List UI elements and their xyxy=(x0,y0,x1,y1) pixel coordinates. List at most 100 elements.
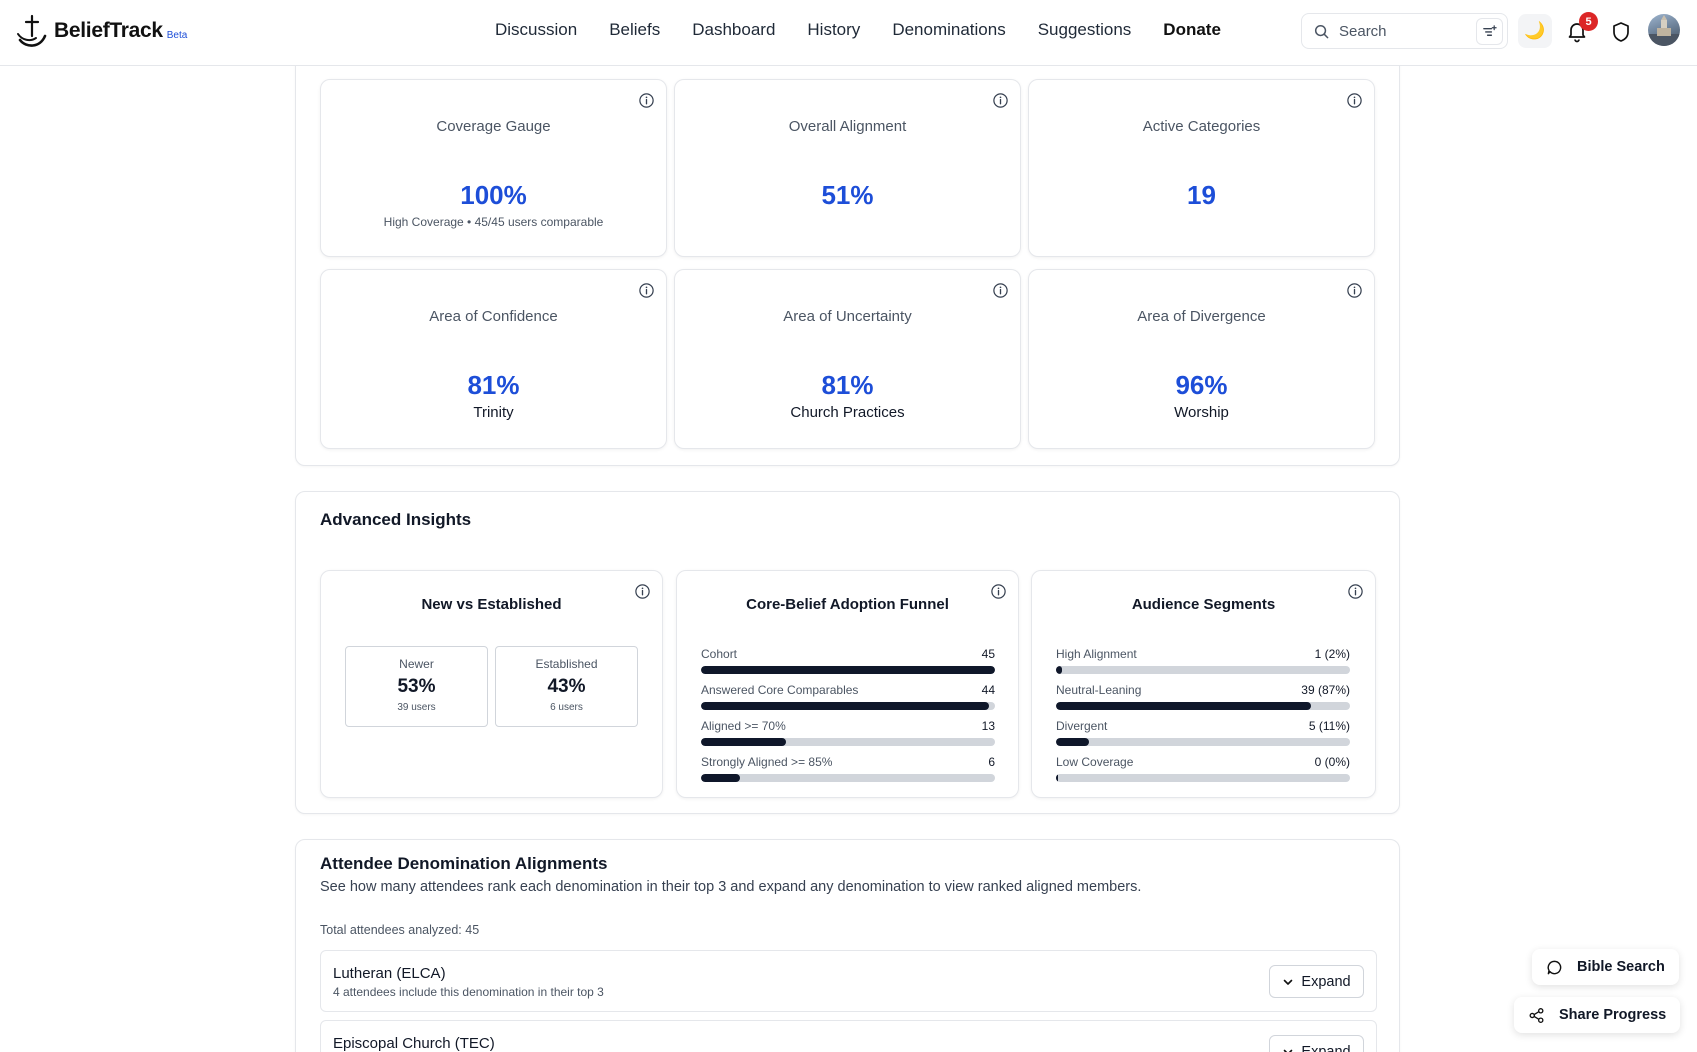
brand-name: BeliefTrack xyxy=(54,19,163,42)
denomination-row: Lutheran (ELCA) 4 attendees include this… xyxy=(320,950,1377,1012)
newer-count: 39 users xyxy=(397,702,436,713)
share-progress-label: Share Progress xyxy=(1559,1007,1667,1023)
avatar[interactable] xyxy=(1648,14,1680,46)
card-title: Area of Uncertainty xyxy=(783,308,912,325)
card-title: New vs Established xyxy=(421,596,562,613)
card-value: 19 xyxy=(1187,180,1216,210)
area-of-uncertainty-card: Area of Uncertainty 81% Church Practices xyxy=(674,269,1021,449)
card-title: Active Categories xyxy=(1142,118,1261,135)
nav-suggestions[interactable]: Suggestions xyxy=(1037,20,1132,39)
progress-track xyxy=(1056,774,1350,782)
funnel-row-value: 6 xyxy=(988,755,995,769)
nav-beliefs[interactable]: Beliefs xyxy=(609,20,661,39)
progress-track xyxy=(1056,666,1350,674)
progress-track xyxy=(701,774,995,782)
section-description: See how many attendees rank each denomin… xyxy=(320,879,1142,895)
card-value: 81% xyxy=(467,370,520,400)
advanced-insights-panel: Advanced Insights New vs Established New… xyxy=(295,491,1400,814)
info-icon[interactable] xyxy=(990,583,1007,600)
funnel-row-label: Cohort xyxy=(701,647,738,661)
active-categories-card: Active Categories 19 xyxy=(1028,79,1375,257)
progress-track xyxy=(1056,702,1350,710)
info-icon[interactable] xyxy=(992,282,1009,299)
info-icon[interactable] xyxy=(638,282,655,299)
segment-row: Low Coverage 0 (0%) xyxy=(1056,755,1350,785)
chat-bubble-icon xyxy=(1547,960,1562,974)
funnel-row: Cohort 45 xyxy=(701,647,995,677)
chevron-down-icon xyxy=(1284,1049,1293,1052)
expand-button[interactable]: Expand xyxy=(1269,1035,1364,1052)
established-stat: Established 43% 6 users xyxy=(495,646,638,727)
card-title: Core-Belief Adoption Funnel xyxy=(746,596,949,613)
search-input[interactable] xyxy=(1339,22,1469,40)
funnel-row: Answered Core Comparables 44 xyxy=(701,683,995,713)
adoption-funnel-card: Core-Belief Adoption Funnel Cohort 45 An… xyxy=(676,570,1019,798)
stats-panel: Coverage Gauge 100% High Coverage • 45/4… xyxy=(295,0,1400,466)
area-of-divergence-card: Area of Divergence 96% Worship xyxy=(1028,269,1375,449)
top-navigation-bar: BeliefTrack Beta Discussion Beliefs Dash… xyxy=(0,0,1697,66)
nav-discussion[interactable]: Discussion xyxy=(495,20,578,39)
denomination-row: Episcopal Church (TEC) Expand xyxy=(320,1020,1377,1052)
funnel-row-label: Strongly Aligned >= 85% xyxy=(701,755,833,769)
card-title: Audience Segments xyxy=(1131,596,1276,613)
segment-row-label: High Alignment xyxy=(1056,647,1137,661)
progress-fill xyxy=(701,774,741,782)
brand-logo[interactable]: BeliefTrack Beta xyxy=(16,14,187,48)
progress-track xyxy=(701,666,995,674)
nav-denominations[interactable]: Denominations xyxy=(892,20,1006,39)
funnel-row-value: 44 xyxy=(981,683,995,697)
info-icon[interactable] xyxy=(1347,583,1364,600)
area-of-confidence-card: Area of Confidence 81% Trinity xyxy=(320,269,667,449)
funnel-row-label: Answered Core Comparables xyxy=(701,683,859,697)
bible-search-button[interactable]: Bible Search xyxy=(1532,949,1679,985)
funnel-row: Aligned >= 70% 13 xyxy=(701,719,995,749)
search-filter-button[interactable] xyxy=(1476,18,1503,45)
beta-label: Beta xyxy=(166,29,188,41)
newer-label: Newer xyxy=(399,657,434,671)
card-subtitle: Church Practices xyxy=(790,404,905,421)
progress-fill xyxy=(701,702,989,710)
card-title: Coverage Gauge xyxy=(436,118,551,135)
info-icon[interactable] xyxy=(638,92,655,109)
denomination-alignments-panel: Attendee Denomination Alignments See how… xyxy=(295,839,1400,1052)
nav-dashboard[interactable]: Dashboard xyxy=(692,20,776,39)
segment-row-value: 5 (11%) xyxy=(1308,719,1350,733)
funnel-row-label: Aligned >= 70% xyxy=(701,719,786,733)
card-title: Area of Confidence xyxy=(429,308,558,325)
info-icon[interactable] xyxy=(1346,92,1363,109)
card-title: Overall Alignment xyxy=(788,118,907,135)
info-icon[interactable] xyxy=(992,92,1009,109)
section-heading: Advanced Insights xyxy=(320,510,472,529)
shield-icon[interactable] xyxy=(1611,21,1631,43)
chevron-down-icon xyxy=(1284,979,1293,985)
card-subtitle: Worship xyxy=(1174,404,1229,421)
nav-donate[interactable]: Donate xyxy=(1163,20,1221,39)
segment-row-label: Neutral-Leaning xyxy=(1056,683,1142,697)
card-subtitle: Trinity xyxy=(473,404,514,421)
notification-badge: 5 xyxy=(1579,12,1598,31)
established-count: 6 users xyxy=(550,702,583,713)
funnel-row-value: 45 xyxy=(981,647,995,661)
segment-row-label: Low Coverage xyxy=(1056,755,1134,769)
nav-history[interactable]: History xyxy=(807,20,861,39)
filter-sparkle-icon xyxy=(1483,25,1497,36)
card-subtitle: High Coverage • 45/45 users comparable xyxy=(383,215,604,229)
progress-fill xyxy=(701,666,995,674)
card-value: 96% xyxy=(1175,370,1228,400)
info-icon[interactable] xyxy=(634,583,651,600)
share-progress-button[interactable]: Share Progress xyxy=(1514,997,1681,1033)
overall-alignment-card: Overall Alignment 51% xyxy=(674,79,1021,257)
share-icon xyxy=(1529,1007,1544,1023)
expand-button[interactable]: Expand xyxy=(1269,965,1364,998)
established-percent: 43% xyxy=(547,676,586,697)
search-icon xyxy=(1314,24,1329,38)
info-icon[interactable] xyxy=(1346,282,1363,299)
theme-toggle-button[interactable]: 🌙 xyxy=(1518,14,1552,48)
segment-row-label: Divergent xyxy=(1056,719,1108,733)
search-box[interactable] xyxy=(1301,13,1508,49)
card-value: 51% xyxy=(821,180,874,210)
expand-label: Expand xyxy=(1301,1043,1351,1052)
newer-stat: Newer 53% 39 users xyxy=(345,646,488,727)
denomination-name: Lutheran (ELCA) xyxy=(333,965,446,982)
total-attendees: Total attendees analyzed: 45 xyxy=(320,923,480,937)
